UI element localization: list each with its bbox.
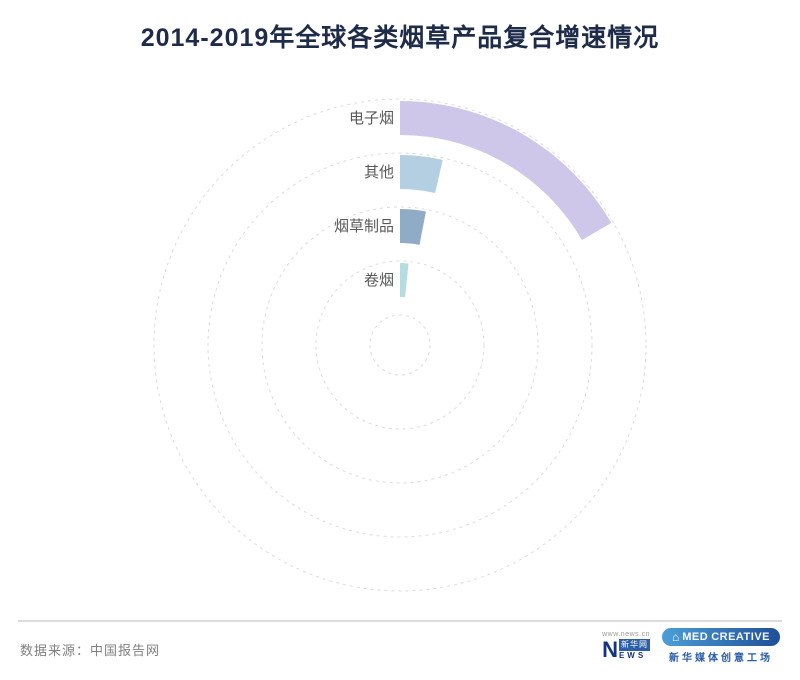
grid-circle <box>207 152 593 538</box>
grid-circle <box>369 314 431 376</box>
grid-circle <box>153 98 647 592</box>
ring-bar-1 <box>400 101 612 240</box>
data-source-text: 数据来源：中国报告网 <box>20 643 161 658</box>
category-label-2: 其他 <box>364 164 394 181</box>
category-label-3: 烟草制品 <box>334 218 394 235</box>
ring-bar-4 <box>400 263 409 298</box>
category-label-1: 电子烟 <box>349 110 394 127</box>
med-creative-caption: 新华媒体创意工场 <box>668 653 773 664</box>
med-label: MED <box>682 631 709 643</box>
page-title: 2014-2019年全球各类烟草产品复合增速情况 <box>140 24 660 52</box>
xinhua-box-label: 新华网 <box>618 639 650 651</box>
footer-logos: www.news.cn N 新华网 EWS ⌂ MED CREATIVE 新华媒… <box>602 628 780 664</box>
xinhua-url-text: www.news.cn <box>602 631 650 639</box>
xinhua-wordmark: N 新华网 EWS <box>602 639 650 660</box>
category-label-4: 卷烟 <box>364 272 394 289</box>
xinhua-logo: www.news.cn N 新华网 EWS <box>602 631 650 660</box>
grid-circle <box>315 260 485 430</box>
med-creative-logo: ⌂ MED CREATIVE 新华媒体创意工场 <box>661 628 780 664</box>
ring-bar-3 <box>400 209 426 245</box>
xinhua-letters-ews: EWS <box>618 651 647 660</box>
xinhua-letter-n: N <box>602 637 618 663</box>
grid-circle <box>261 206 539 484</box>
ring-bar-2 <box>400 155 443 193</box>
footer-divider <box>18 620 782 622</box>
med-creative-pill: ⌂ MED CREATIVE <box>661 628 780 646</box>
creative-label: CREATIVE <box>711 631 770 643</box>
house-icon: ⌂ <box>671 630 680 644</box>
